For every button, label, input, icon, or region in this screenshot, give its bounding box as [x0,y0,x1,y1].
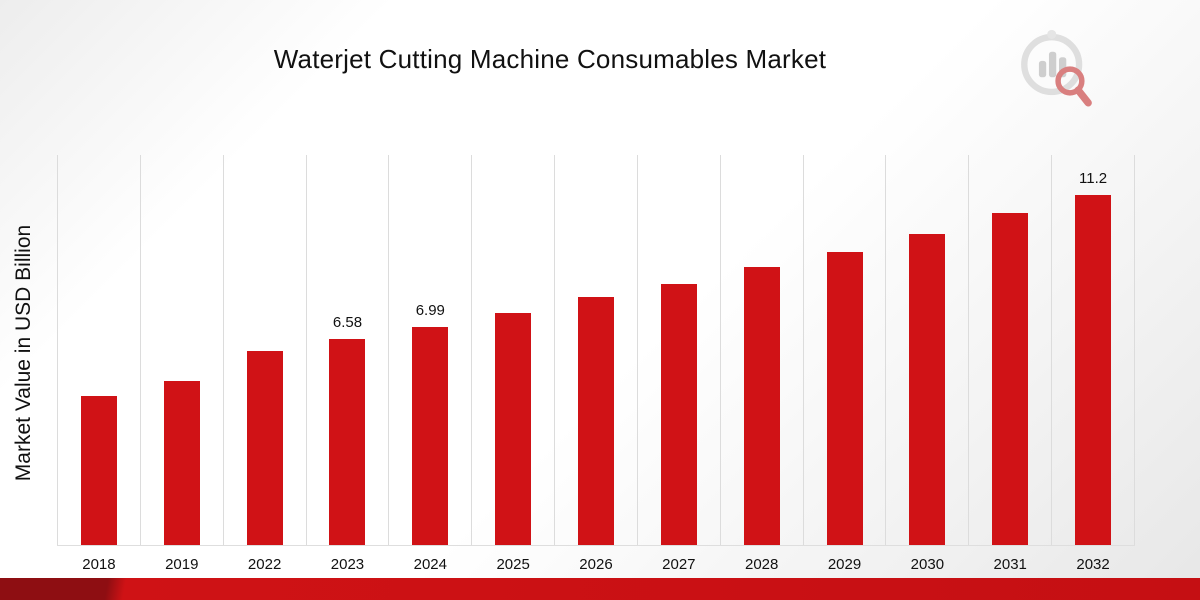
bar [992,213,1029,545]
category-column: 2030 [885,155,968,573]
category-column: 2027 [636,155,720,573]
x-tick-label: 2022 [247,556,282,573]
bar [163,381,200,545]
bar [80,396,117,545]
x-tick-label: 2018 [82,556,116,573]
x-tick-label: 2031 [993,556,1027,573]
bar-value-label: 6.58 [332,314,363,331]
bar [826,252,863,545]
brand-logo-icon [1021,29,1092,107]
category-column: 6.58 2023 [305,155,389,573]
x-tick-label: 2028 [744,556,779,573]
x-tick-label: 2027 [662,556,696,573]
bar [412,327,449,545]
category-column: 2019 [139,155,223,573]
x-tick-label: 2024 [413,556,447,573]
x-tick-label: 2026 [579,556,613,573]
x-tick-label: 2025 [496,556,530,573]
category-column: 2028 [719,155,803,573]
bottom-accent-bar [0,578,1200,600]
x-tick-label: 2032 [1076,556,1110,573]
bar [909,234,946,545]
y-axis-title: Market Value in USD Billion [12,224,36,481]
bar [246,351,283,545]
category-column: 2031 [968,155,1051,573]
x-tick-label: 2029 [827,556,862,573]
bar [743,267,780,545]
category-column: 2026 [554,155,637,573]
category-column: 6.99 2024 [388,155,471,573]
x-tick-label: 2023 [330,556,365,573]
bar [329,339,366,545]
category-column: 2018 [57,155,140,573]
plot-area: 2018 2019 2022 6.58 2023 6.99 2024 2025 2026 2027… [57,155,1135,573]
bar [577,297,614,545]
bar-value-label: 11.2 [1079,170,1108,187]
category-column: 11.2 2032 [1051,155,1135,573]
chart-title: Waterjet Cutting Machine Consumables Mar… [273,44,827,74]
category-column: 2022 [222,155,306,573]
category-column: 2025 [471,155,554,573]
x-tick-label: 2030 [910,556,945,573]
bar [660,284,697,545]
bar [495,313,532,545]
bar [1075,195,1112,545]
x-tick-label: 2019 [165,556,199,573]
bar-value-label: 6.99 [415,302,445,319]
category-column: 2029 [802,155,886,573]
